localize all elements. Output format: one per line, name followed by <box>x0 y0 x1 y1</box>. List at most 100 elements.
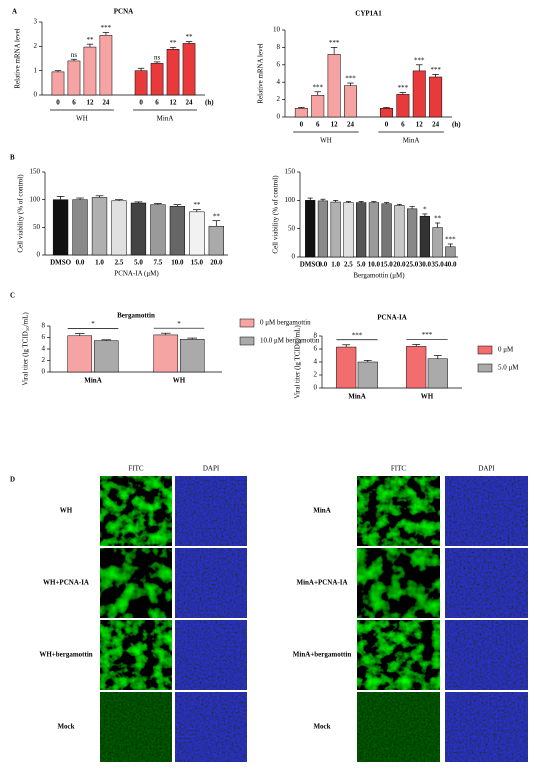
significance-label: *** <box>352 331 363 339</box>
group-label: WH <box>76 115 88 123</box>
bar <box>182 43 196 96</box>
y-axis-label: Cell viability (% of control) <box>17 174 25 253</box>
bar <box>427 358 448 389</box>
x-tick-label: 35.0 <box>431 261 444 269</box>
significance-label: ** <box>170 39 178 47</box>
bar <box>67 335 93 373</box>
y-tick-label: 0 <box>37 251 41 259</box>
column-header: DAPI <box>478 465 495 473</box>
panel-label: C <box>10 292 15 300</box>
bar <box>83 46 97 96</box>
x-tick-label: DMSO <box>300 261 322 269</box>
x-tick-label: 12 <box>416 121 424 129</box>
significance-label: *** <box>345 75 356 83</box>
x-tick-label: MinA <box>84 377 102 385</box>
x-tick-label: 0.0 <box>319 261 328 269</box>
y-tick-label: 6 <box>314 345 318 353</box>
y-tick-label: 0 <box>34 91 38 99</box>
bar <box>368 202 379 258</box>
significance-label: *** <box>329 39 340 47</box>
row-label: WH+bergamottin <box>39 651 92 659</box>
y-tick-label: 6 <box>42 333 46 341</box>
bar <box>429 76 443 118</box>
chart-title: CYP1A1 <box>355 10 382 18</box>
micrograph <box>100 548 172 618</box>
bar <box>153 334 179 373</box>
row-label: MinA+PCNA-IA <box>296 579 347 587</box>
bar <box>344 85 357 118</box>
row-label: MinA <box>313 507 331 515</box>
x-tick-label: DMSO <box>50 259 72 267</box>
bar <box>317 200 329 258</box>
chart-title: PCNA-IA <box>377 314 407 322</box>
y-tick-label: 1 <box>34 66 38 74</box>
micrograph <box>445 548 528 618</box>
y-tick-label: 2 <box>314 371 318 379</box>
x-tick-label: 20.0 <box>210 259 223 267</box>
y-tick-label: 10 <box>273 26 281 34</box>
bar <box>343 202 354 258</box>
x-tick-label: 15.0 <box>191 259 204 267</box>
significance-label: ns <box>71 51 78 59</box>
significance-label: ** <box>86 36 94 44</box>
x-tick-label: 10.0 <box>368 261 381 269</box>
x-tick-label: WH <box>421 393 434 401</box>
y-tick-label: 4 <box>277 78 281 86</box>
x-tick-label: 15.0 <box>381 261 394 269</box>
group-label: WH <box>320 137 332 145</box>
x-tick-label: 0 <box>300 121 304 129</box>
bar <box>311 95 325 118</box>
y-tick-label: 2 <box>277 95 281 103</box>
bar <box>412 70 426 118</box>
group-label: MinA <box>403 137 420 145</box>
x-tick-label: 25.0 <box>406 261 419 269</box>
legend-swatch <box>239 318 255 328</box>
y-tick-label: 4 <box>314 358 318 366</box>
micrograph <box>175 620 247 690</box>
row-label: WH+PCNA-IA <box>43 579 89 587</box>
bar <box>111 200 127 256</box>
y-axis-label: Relative mRNA level <box>257 43 265 103</box>
panel-label: A <box>12 8 17 16</box>
legend-label: 0 μM <box>498 346 514 354</box>
micrograph <box>357 692 440 762</box>
significance-label: *** <box>430 66 441 74</box>
significance-label: ** <box>434 215 442 223</box>
y-tick-label: 8 <box>277 43 281 51</box>
bar <box>166 49 180 96</box>
x-tick-label: 0 <box>139 99 143 107</box>
y-tick-label: 0 <box>292 253 296 261</box>
y-tick-label: 8 <box>314 332 318 340</box>
micrograph <box>357 548 440 618</box>
bar <box>327 54 341 118</box>
significance-label: ns <box>154 54 161 62</box>
y-tick-label: 3 <box>34 18 38 26</box>
bar <box>294 108 308 118</box>
significance-label: *** <box>312 83 323 91</box>
x-tick-label: 24 <box>186 99 194 107</box>
bar <box>99 35 113 96</box>
significance-label: * <box>177 320 181 328</box>
significance-label: *** <box>445 236 456 244</box>
panel-label: D <box>10 476 15 484</box>
bar <box>396 94 410 118</box>
x-axis-label: Bergamottin (μM) <box>353 272 405 280</box>
row-label: WH <box>60 507 73 515</box>
x-tick-label: 24 <box>432 121 440 129</box>
y-tick-label: 50 <box>288 224 296 232</box>
x-tick-label: WH <box>173 377 186 385</box>
bar <box>407 208 418 258</box>
bar <box>336 346 357 389</box>
x-tick-label: 24 <box>347 121 355 129</box>
y-axis-label: Relative mRNA level <box>14 28 22 88</box>
x-tick-label: 5.0 <box>357 261 366 269</box>
column-header: DAPI <box>203 465 220 473</box>
legend-swatch <box>239 336 255 346</box>
bar <box>72 199 88 256</box>
micrograph <box>357 620 440 690</box>
x-tick-label: 0 <box>56 99 60 107</box>
x-tick-label: 20.0 <box>393 261 406 269</box>
y-tick-label: 50 <box>33 223 41 231</box>
y-axis-label: Viral titer (lg TCID₅₀/mL) <box>294 325 302 399</box>
y-tick-label: 2 <box>42 356 46 364</box>
